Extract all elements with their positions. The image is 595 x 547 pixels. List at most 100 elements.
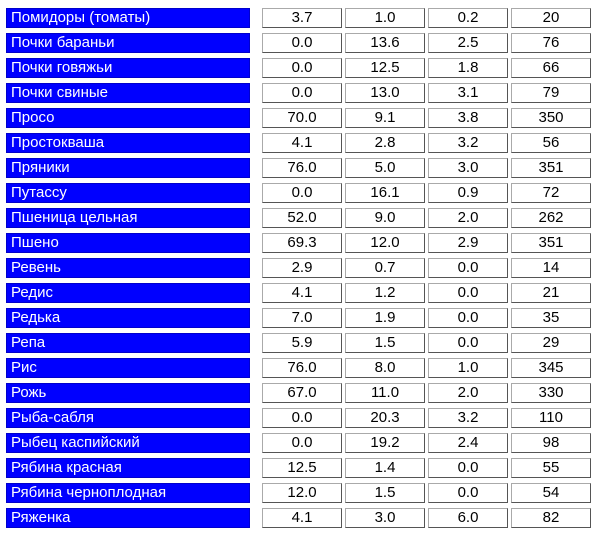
value-cell-v4: 54 [511, 483, 591, 503]
table-row: Пшено 69.3 12.0 2.9 351 [6, 233, 591, 253]
value-cell-v4: 345 [511, 358, 591, 378]
column-gap [253, 308, 259, 328]
value-cell-v3: 0.9 [428, 183, 508, 203]
value-cell-v1: 76.0 [262, 358, 342, 378]
food-name-cell: Просо [6, 108, 250, 128]
value-cell-v3: 3.1 [428, 83, 508, 103]
food-name-cell: Ревень [6, 258, 250, 278]
value-cell-v1: 69.3 [262, 233, 342, 253]
food-name-cell: Пшено [6, 233, 250, 253]
value-cell-v2: 1.2 [345, 283, 425, 303]
value-cell-v3: 1.0 [428, 358, 508, 378]
value-cell-v1: 52.0 [262, 208, 342, 228]
column-gap [253, 158, 259, 178]
column-gap [253, 58, 259, 78]
column-gap [253, 8, 259, 28]
table-row: Пшеница цельная 52.0 9.0 2.0 262 [6, 208, 591, 228]
food-name-cell: Рыбец каспийский [6, 433, 250, 453]
value-cell-v4: 21 [511, 283, 591, 303]
value-cell-v1: 0.0 [262, 33, 342, 53]
value-cell-v2: 1.0 [345, 8, 425, 28]
food-name-cell: Почки говяжьи [6, 58, 250, 78]
table-row: Рыбец каспийский 0.0 19.2 2.4 98 [6, 433, 591, 453]
column-gap [253, 358, 259, 378]
value-cell-v3: 0.0 [428, 308, 508, 328]
value-cell-v1: 76.0 [262, 158, 342, 178]
column-gap [253, 483, 259, 503]
nutrition-table: Помидоры (томаты) 3.7 1.0 0.2 20 Почки барань… [3, 3, 594, 533]
value-cell-v2: 8.0 [345, 358, 425, 378]
value-cell-v1: 4.1 [262, 133, 342, 153]
value-cell-v1: 67.0 [262, 383, 342, 403]
column-gap [253, 33, 259, 53]
food-name-cell: Простокваша [6, 133, 250, 153]
value-cell-v1: 12.0 [262, 483, 342, 503]
food-name-cell: Пряники [6, 158, 250, 178]
food-name-cell: Путассу [6, 183, 250, 203]
value-cell-v2: 5.0 [345, 158, 425, 178]
value-cell-v2: 1.9 [345, 308, 425, 328]
value-cell-v2: 16.1 [345, 183, 425, 203]
table-row: Просо 70.0 9.1 3.8 350 [6, 108, 591, 128]
column-gap [253, 108, 259, 128]
value-cell-v2: 3.0 [345, 508, 425, 528]
value-cell-v3: 2.9 [428, 233, 508, 253]
value-cell-v4: 66 [511, 58, 591, 78]
value-cell-v3: 0.0 [428, 258, 508, 278]
nutrition-table-body: Помидоры (томаты) 3.7 1.0 0.2 20 Почки барань… [6, 8, 591, 528]
value-cell-v3: 2.0 [428, 208, 508, 228]
table-row: Редис 4.1 1.2 0.0 21 [6, 283, 591, 303]
value-cell-v3: 0.2 [428, 8, 508, 28]
table-row: Почки говяжьи 0.0 12.5 1.8 66 [6, 58, 591, 78]
value-cell-v4: 20 [511, 8, 591, 28]
column-gap [253, 458, 259, 478]
column-gap [253, 408, 259, 428]
value-cell-v2: 1.5 [345, 333, 425, 353]
value-cell-v2: 1.4 [345, 458, 425, 478]
value-cell-v1: 4.1 [262, 508, 342, 528]
value-cell-v2: 20.3 [345, 408, 425, 428]
column-gap [253, 433, 259, 453]
column-gap [253, 183, 259, 203]
food-name-cell: Пшеница цельная [6, 208, 250, 228]
value-cell-v2: 2.8 [345, 133, 425, 153]
table-row: Ревень 2.9 0.7 0.0 14 [6, 258, 591, 278]
value-cell-v1: 3.7 [262, 8, 342, 28]
value-cell-v3: 0.0 [428, 333, 508, 353]
value-cell-v1: 12.5 [262, 458, 342, 478]
value-cell-v4: 98 [511, 433, 591, 453]
value-cell-v2: 19.2 [345, 433, 425, 453]
table-row: Путассу 0.0 16.1 0.9 72 [6, 183, 591, 203]
value-cell-v2: 13.6 [345, 33, 425, 53]
value-cell-v3: 2.5 [428, 33, 508, 53]
value-cell-v1: 2.9 [262, 258, 342, 278]
value-cell-v2: 12.5 [345, 58, 425, 78]
value-cell-v1: 5.9 [262, 333, 342, 353]
value-cell-v1: 0.0 [262, 83, 342, 103]
table-row: Помидоры (томаты) 3.7 1.0 0.2 20 [6, 8, 591, 28]
table-row: Ряженка 4.1 3.0 6.0 82 [6, 508, 591, 528]
table-row: Рыба-сабля 0.0 20.3 3.2 110 [6, 408, 591, 428]
food-name-cell: Рис [6, 358, 250, 378]
table-row: Рис 76.0 8.0 1.0 345 [6, 358, 591, 378]
value-cell-v3: 2.0 [428, 383, 508, 403]
value-cell-v4: 351 [511, 158, 591, 178]
value-cell-v2: 9.1 [345, 108, 425, 128]
value-cell-v3: 3.8 [428, 108, 508, 128]
column-gap [253, 233, 259, 253]
value-cell-v2: 1.5 [345, 483, 425, 503]
value-cell-v1: 0.0 [262, 433, 342, 453]
value-cell-v4: 72 [511, 183, 591, 203]
column-gap [253, 208, 259, 228]
value-cell-v4: 350 [511, 108, 591, 128]
value-cell-v3: 2.4 [428, 433, 508, 453]
value-cell-v3: 6.0 [428, 508, 508, 528]
value-cell-v1: 70.0 [262, 108, 342, 128]
column-gap [253, 133, 259, 153]
value-cell-v4: 351 [511, 233, 591, 253]
value-cell-v3: 0.0 [428, 458, 508, 478]
value-cell-v2: 9.0 [345, 208, 425, 228]
table-row: Редька 7.0 1.9 0.0 35 [6, 308, 591, 328]
value-cell-v4: 110 [511, 408, 591, 428]
table-row: Рожь 67.0 11.0 2.0 330 [6, 383, 591, 403]
